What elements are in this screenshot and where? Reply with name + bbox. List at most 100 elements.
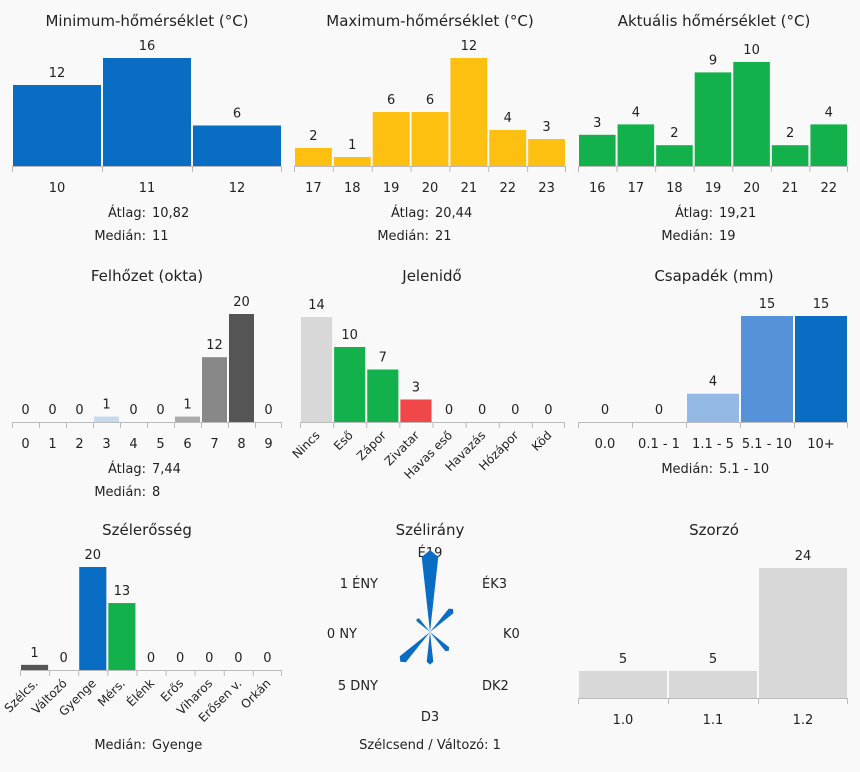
bar <box>687 393 739 422</box>
bar <box>333 157 371 166</box>
stat-label: Átlag: <box>391 205 429 221</box>
tick-label: 0.0 <box>595 437 616 452</box>
bar <box>617 124 655 166</box>
data-label: 0 <box>478 403 486 418</box>
stat-label: Medián: <box>94 229 146 244</box>
chart-title: Csapadék (mm) <box>654 267 773 285</box>
data-label: 4 <box>709 375 717 390</box>
tick-label: 21 <box>461 181 478 196</box>
chart-title: Jelenidő <box>401 267 461 285</box>
data-label: 3 <box>593 116 601 131</box>
tick-label: 1.2 <box>793 713 814 728</box>
bar <box>229 314 254 422</box>
stat-label: Medián: <box>94 738 146 753</box>
data-label: 0 <box>75 403 83 418</box>
direction-label: ÉK3 <box>482 576 507 592</box>
tick-label: 6 <box>183 437 191 452</box>
tick-label: 19 <box>705 181 722 196</box>
tick-label: 20 <box>743 181 760 196</box>
tick-label: 16 <box>589 181 606 196</box>
stat-label: Medián: <box>94 485 146 500</box>
data-label: 2 <box>670 126 678 141</box>
data-label: 0 <box>511 403 519 418</box>
tick-label: Élénk <box>123 675 157 709</box>
data-label: 6 <box>426 93 434 108</box>
tick-label: 10 <box>49 181 66 196</box>
tick-label: Köd <box>529 428 555 454</box>
data-label: 0 <box>601 403 609 418</box>
stat-label: Átlag: <box>675 205 713 221</box>
data-label: 7 <box>379 351 387 366</box>
stat-label: Medián: <box>661 462 713 477</box>
bar <box>579 134 616 166</box>
bar <box>367 369 399 422</box>
stat-value: 5.1 - 10 <box>719 462 769 477</box>
mult-chart: Szorzó 5 1.0 5 1.1 24 1.2 <box>578 521 848 728</box>
tick-label: 7 <box>210 437 218 452</box>
data-label: 20 <box>85 548 102 563</box>
stat-label: Medián: <box>661 229 713 244</box>
chart-title: Aktuális hőmérséklet (°C) <box>618 12 811 30</box>
bar <box>759 568 847 698</box>
data-label: 13 <box>114 584 131 599</box>
bar <box>13 85 101 166</box>
stat-value: 19 <box>719 229 736 244</box>
data-label: 12 <box>461 39 478 54</box>
data-label: 4 <box>825 105 833 120</box>
data-label: 3 <box>412 381 420 396</box>
direction-petal <box>426 632 434 665</box>
tick-label: 21 <box>782 181 799 196</box>
tick-label: 17 <box>628 181 645 196</box>
bar <box>400 399 432 422</box>
chart-title: Szorzó <box>689 521 739 539</box>
bar <box>334 347 366 422</box>
data-label: 0 <box>60 651 68 666</box>
stat-value: 7,44 <box>152 462 181 477</box>
direction-label: D3 <box>421 710 439 725</box>
data-label: 0 <box>544 403 552 418</box>
data-label: 0 <box>156 403 164 418</box>
data-label: 5 <box>709 652 717 667</box>
stat-label: Átlag: <box>108 461 146 477</box>
tick-label: 5.1 - 10 <box>742 437 792 452</box>
chart-title: Felhőzet (okta) <box>91 267 203 285</box>
direction-label: K0 <box>503 627 520 642</box>
bar <box>741 316 793 422</box>
tick-label: Orkán <box>238 676 273 711</box>
cloud-chart: Felhőzet (okta) 0 0 0 1 0 2 1 3 0 4 0 5 1 6 12 7 20 8 0 9 Átl… <box>12 267 282 500</box>
tick-label: Nincs <box>290 428 323 461</box>
stat-value: 19,21 <box>719 206 756 221</box>
direction-label: 0 NY <box>327 627 357 642</box>
data-label: 9 <box>709 53 717 68</box>
calm-summary: Szélcsend / Változó: 1 <box>359 738 501 753</box>
data-label: 1 <box>348 138 356 153</box>
data-label: 15 <box>813 297 830 312</box>
data-label: 0 <box>445 403 453 418</box>
tick-label: Eső <box>331 428 356 453</box>
data-label: 1 <box>30 646 38 661</box>
direction-petal <box>430 632 450 652</box>
bar <box>795 316 847 422</box>
data-label: 0 <box>655 403 663 418</box>
tick-label: 8 <box>237 437 245 452</box>
bar <box>771 145 809 166</box>
data-label: 6 <box>233 107 241 122</box>
prec-chart: Csapadék (mm) 0 0.0 0 0.1 - 1 4 1.1 - 5 15 5.1 -… <box>578 267 848 477</box>
min-chart: Minimum-hőmérséklet (°C) 12 10 16 11 6 12 Átlag… <box>12 12 282 244</box>
data-label: 12 <box>206 338 223 353</box>
bar <box>175 416 200 422</box>
data-label: 3 <box>542 120 550 135</box>
data-label: 0 <box>176 651 184 666</box>
data-label: 0 <box>205 651 213 666</box>
bar <box>810 124 847 166</box>
direction-petal <box>421 550 439 632</box>
data-label: 0 <box>263 651 271 666</box>
stat-value: 21 <box>435 229 452 244</box>
stat-value: 10,82 <box>152 206 189 221</box>
tick-label: 4 <box>129 437 137 452</box>
direction-label: 5 DNY <box>338 679 378 694</box>
tick-label: 17 <box>305 181 322 196</box>
data-label: 0 <box>21 403 29 418</box>
